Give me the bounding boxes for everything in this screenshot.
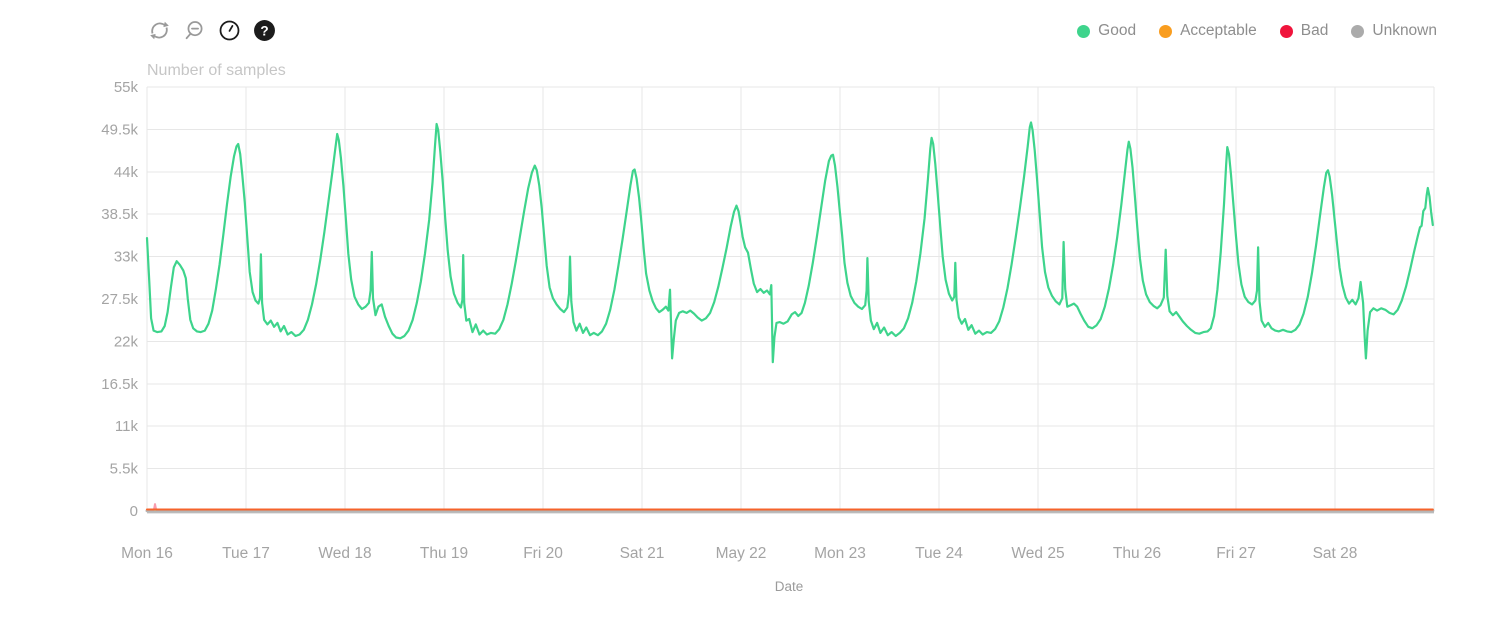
y-tick-label: 44k <box>114 164 139 181</box>
x-tick-label: Fri 27 <box>1216 545 1256 562</box>
x-tick-label: Wed 25 <box>1011 545 1064 562</box>
y-tick-label: 22k <box>114 333 139 350</box>
legend-label: Bad <box>1300 22 1329 39</box>
chart-toolbar: ? <box>148 19 276 42</box>
chart-title: Number of samples <box>147 62 286 79</box>
x-axis-title: Date <box>774 579 804 594</box>
help-icon[interactable]: ? <box>253 19 276 42</box>
svg-text:?: ? <box>260 23 268 38</box>
series-line-good <box>145 121 1434 364</box>
chart-legend: Good Acceptable Bad Unknown <box>1077 22 1437 40</box>
x-tick-label: Thu 19 <box>420 545 468 562</box>
x-tick-label: May 22 <box>716 545 767 562</box>
y-tick-label: 16.5k <box>101 376 138 393</box>
x-tick-label: Fri 20 <box>523 545 563 562</box>
y-tick-label: 27.5k <box>101 291 138 308</box>
legend-item-acceptable[interactable]: Acceptable <box>1159 22 1257 40</box>
y-tick-label: 11k <box>115 418 139 435</box>
y-tick-label: 5.5k <box>110 461 139 478</box>
clock-icon[interactable] <box>218 19 241 42</box>
y-tick-label: 33k <box>114 249 139 266</box>
legend-dot-unknown <box>1351 24 1365 38</box>
series-line-bad <box>146 503 1434 511</box>
y-tick-label: 49.5k <box>101 121 138 138</box>
legend-item-good[interactable]: Good <box>1077 22 1136 40</box>
legend-label: Unknown <box>1372 22 1437 39</box>
x-tick-label: Thu 26 <box>1113 545 1161 562</box>
x-tick-label: Mon 16 <box>121 545 173 562</box>
x-tick-label: Sat 28 <box>1313 545 1358 562</box>
y-tick-label: 38.5k <box>101 206 138 223</box>
gridlines <box>146 86 1435 511</box>
x-tick-label: Sat 21 <box>620 545 665 562</box>
legend-item-unknown[interactable]: Unknown <box>1351 22 1437 40</box>
legend-label: Good <box>1098 22 1137 39</box>
x-tick-label: Mon 23 <box>814 545 866 562</box>
legend-item-bad[interactable]: Bad <box>1279 22 1329 40</box>
y-tick-label: 55k <box>114 79 139 96</box>
x-tick-label: Wed 18 <box>318 545 371 562</box>
legend-dot-good <box>1077 24 1091 38</box>
y-tick-label: 0 <box>130 503 138 520</box>
legend-dot-bad <box>1279 24 1293 38</box>
zoom-out-icon[interactable] <box>183 19 206 42</box>
legend-label: Acceptable <box>1180 22 1257 39</box>
x-tick-label: Tue 17 <box>222 545 270 562</box>
legend-dot-acceptable <box>1159 24 1173 38</box>
x-tick-label: Tue 24 <box>915 545 963 562</box>
refresh-icon[interactable] <box>148 19 171 42</box>
